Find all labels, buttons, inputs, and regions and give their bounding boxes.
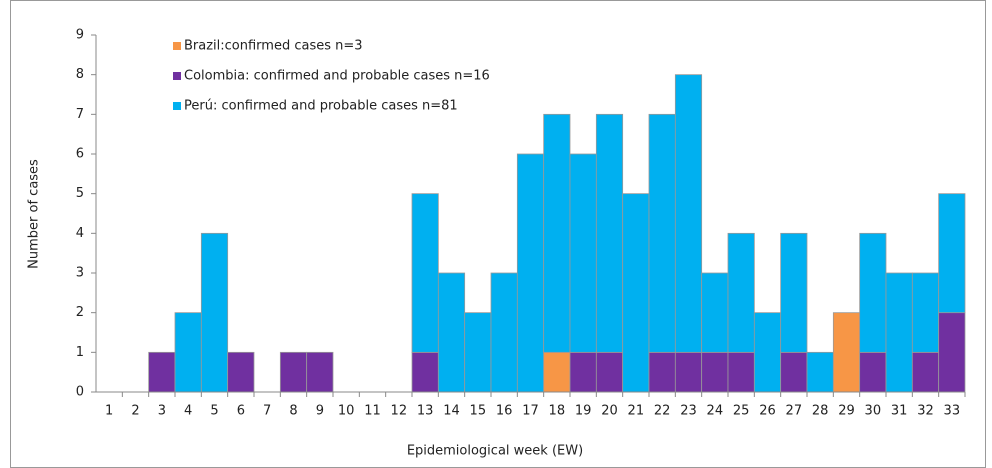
- y-tick-label: 0: [76, 385, 84, 400]
- x-tick-label: 7: [263, 404, 271, 419]
- bar-segment: [701, 351, 729, 393]
- bar-segment: [780, 232, 808, 353]
- y-axis-label: Number of cases: [27, 159, 42, 269]
- y-tick-label: 1: [76, 345, 84, 360]
- bar-segment: [938, 312, 966, 393]
- legend-label: Colombia: confirmed and probable cases n…: [184, 69, 490, 84]
- bar-segment: [780, 351, 808, 393]
- y-tick-label: 2: [76, 305, 84, 320]
- x-tick-label: 6: [237, 404, 245, 419]
- x-tick-label: 1: [105, 404, 113, 419]
- y-tick-label: 3: [76, 266, 84, 281]
- bar-segment: [832, 312, 861, 393]
- x-tick-label: 24: [707, 404, 724, 419]
- x-tick-label: 2: [131, 404, 139, 419]
- x-tick-label: 5: [210, 404, 218, 419]
- legend-label: Brazil:confirmed cases n=3: [184, 39, 363, 54]
- x-tick-label: 18: [549, 404, 566, 419]
- x-tick-label: 9: [316, 404, 324, 419]
- bar-segment: [148, 351, 176, 393]
- bar-segment: [674, 74, 703, 353]
- x-tick-label: 19: [575, 404, 592, 419]
- bar-segment: [911, 272, 940, 353]
- y-tick-label: 6: [76, 147, 84, 162]
- x-tick-label: 22: [654, 404, 671, 419]
- y-tick-label: 9: [76, 28, 84, 43]
- x-tick-label: 29: [838, 404, 855, 419]
- bar-segment: [227, 351, 255, 393]
- bar-segment: [885, 272, 913, 393]
- bar-segment: [411, 193, 439, 353]
- legend-swatch: [173, 72, 181, 80]
- y-tick-label: 4: [76, 226, 84, 241]
- x-tick-label: 17: [522, 404, 539, 419]
- legend-swatch: [173, 42, 181, 50]
- x-tick-label: 20: [601, 404, 618, 419]
- bar-segment: [727, 351, 755, 393]
- chart-frame: [10, 0, 986, 468]
- x-tick-label: 4: [184, 404, 192, 419]
- bar-segment: [569, 351, 597, 393]
- x-tick-label: 10: [338, 404, 355, 419]
- bar-segment: [648, 113, 676, 353]
- bar-segment: [174, 312, 202, 393]
- x-tick-label: 8: [289, 404, 297, 419]
- bar-segment: [727, 232, 755, 353]
- x-tick-label: 30: [865, 404, 882, 419]
- bar-segment: [464, 312, 492, 393]
- bar-segment: [859, 232, 887, 353]
- x-tick-label: 13: [417, 404, 434, 419]
- bar-segment: [411, 351, 439, 393]
- x-tick-label: 32: [917, 404, 934, 419]
- bar-segment: [806, 351, 834, 393]
- x-tick-label: 21: [628, 404, 645, 419]
- bar-segment: [543, 351, 571, 393]
- bar-segment: [543, 113, 571, 353]
- bar-segment: [279, 351, 308, 393]
- x-tick-label: 27: [786, 404, 803, 419]
- bar-segment: [701, 272, 729, 353]
- bar-segment: [753, 312, 782, 393]
- legend-label: Perú: confirmed and probable cases n=81: [184, 99, 458, 114]
- x-tick-label: 15: [470, 404, 487, 419]
- bar-segment: [569, 153, 597, 353]
- bar-segment: [674, 351, 703, 393]
- bar-segment: [911, 351, 940, 393]
- x-tick-label: 28: [812, 404, 829, 419]
- bar-segment: [490, 272, 518, 393]
- bar-segment: [595, 351, 624, 393]
- x-tick-label: 26: [759, 404, 776, 419]
- bar-segment: [306, 351, 334, 393]
- bar-segment: [622, 193, 650, 393]
- bar-segment: [516, 153, 545, 393]
- x-tick-label: 11: [364, 404, 381, 419]
- x-tick-label: 3: [158, 404, 166, 419]
- legend-swatch: [173, 102, 181, 110]
- bar-segment: [437, 272, 466, 393]
- bar-segment: [859, 351, 887, 393]
- y-tick-label: 7: [76, 107, 84, 122]
- y-tick-label: 5: [76, 186, 84, 201]
- x-tick-label: 23: [680, 404, 697, 419]
- x-tick-label: 16: [496, 404, 513, 419]
- bar-segment: [200, 232, 229, 393]
- x-tick-label: 14: [443, 404, 460, 419]
- x-tick-label: 12: [391, 404, 408, 419]
- bar-segment: [938, 193, 966, 314]
- x-tick-label: 31: [891, 404, 908, 419]
- x-axis-label: Epidemiological week (EW): [407, 444, 583, 459]
- y-tick-label: 8: [76, 67, 84, 82]
- bar-segment: [595, 113, 624, 353]
- bar-segment: [648, 351, 676, 393]
- x-tick-label: 25: [733, 404, 750, 419]
- x-tick-label: 33: [944, 404, 961, 419]
